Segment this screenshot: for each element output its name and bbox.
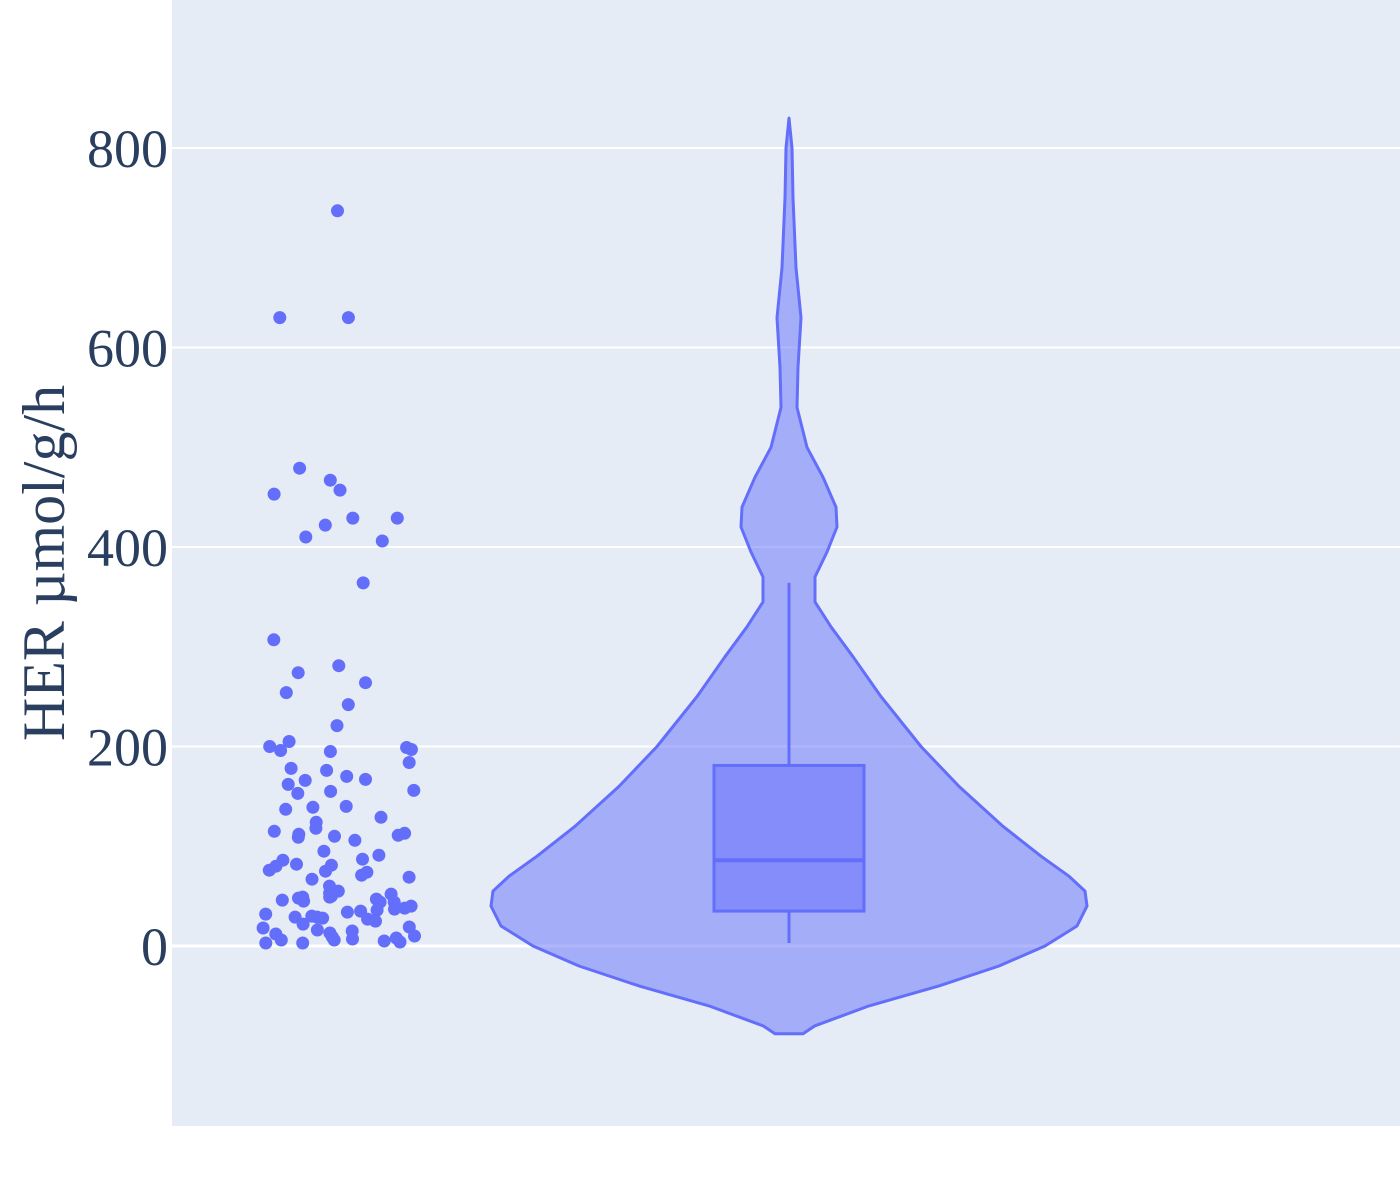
data-point-18 <box>341 698 355 712</box>
data-point-81 <box>259 907 273 921</box>
data-point-71 <box>275 893 289 907</box>
data-point-26 <box>402 756 416 769</box>
data-point-0 <box>331 204 344 218</box>
data-point-59 <box>355 868 369 882</box>
data-point-77 <box>388 902 401 916</box>
data-point-100 <box>274 933 288 947</box>
data-point-51 <box>356 852 369 866</box>
data-point-91 <box>310 923 324 937</box>
data-point-9 <box>318 518 332 532</box>
data-point-34 <box>324 784 338 798</box>
data-point-50 <box>372 848 386 862</box>
data-point-10 <box>299 530 313 544</box>
data-point-20 <box>282 735 296 748</box>
data-point-87 <box>369 914 382 928</box>
data-point-11 <box>375 534 389 548</box>
data-point-61 <box>305 872 319 886</box>
data-point-4 <box>323 473 337 487</box>
data-points <box>256 204 421 950</box>
data-point-80 <box>340 905 354 919</box>
data-point-29 <box>340 769 354 783</box>
iqr-box <box>712 763 866 913</box>
data-point-48 <box>348 833 362 847</box>
data-point-60 <box>402 870 416 884</box>
data-point-8 <box>346 511 360 525</box>
data-point-6 <box>267 487 281 501</box>
data-point-7 <box>390 511 404 525</box>
data-point-2 <box>273 311 287 325</box>
data-point-49 <box>317 844 331 858</box>
violin-series <box>489 116 1089 1036</box>
data-point-99 <box>327 933 341 947</box>
data-point-72 <box>297 894 311 908</box>
data-point-28 <box>320 763 334 777</box>
y-tick-labels: 0 200 400 600 800 <box>87 119 168 977</box>
data-point-47 <box>291 830 305 844</box>
data-point-53 <box>290 857 303 871</box>
data-point-46 <box>328 829 341 843</box>
data-point-36 <box>339 799 353 813</box>
data-point-25 <box>323 745 337 758</box>
data-point-13 <box>267 633 281 647</box>
data-point-85 <box>316 911 330 925</box>
data-point-27 <box>284 761 298 775</box>
data-point-32 <box>281 777 295 791</box>
data-point-19 <box>330 719 344 733</box>
data-point-78 <box>370 903 384 917</box>
data-point-42 <box>267 824 281 838</box>
data-point-95 <box>408 929 421 943</box>
data-point-23 <box>404 743 418 756</box>
data-point-30 <box>359 772 372 786</box>
violin-body <box>489 116 1089 1036</box>
data-point-88 <box>296 917 310 931</box>
data-point-1 <box>341 311 355 325</box>
y-tick-label-200: 200 <box>87 718 168 778</box>
data-point-3 <box>293 461 307 475</box>
data-point-104 <box>259 936 273 950</box>
data-point-17 <box>279 686 293 700</box>
data-point-98 <box>346 932 359 946</box>
data-point-103 <box>296 936 310 950</box>
data-point-15 <box>291 666 305 680</box>
data-point-102 <box>393 935 407 949</box>
data-point-90 <box>256 921 270 935</box>
data-point-67 <box>323 890 337 904</box>
data-point-12 <box>356 576 370 590</box>
data-point-33 <box>407 783 421 797</box>
data-point-24 <box>274 744 288 757</box>
data-point-31 <box>298 773 312 787</box>
data-point-5 <box>333 483 347 497</box>
data-point-41 <box>309 821 323 835</box>
data-point-57 <box>319 864 332 878</box>
data-point-35 <box>291 786 305 800</box>
y-tick-label-0: 0 <box>141 917 168 977</box>
data-point-101 <box>377 934 391 948</box>
data-point-14 <box>332 659 346 673</box>
data-point-37 <box>306 800 320 814</box>
data-point-39 <box>374 810 388 824</box>
data-point-56 <box>262 863 276 877</box>
data-point-21 <box>263 740 277 753</box>
data-point-38 <box>279 802 293 816</box>
data-point-45 <box>391 828 405 842</box>
y-tick-label-800: 800 <box>87 119 168 179</box>
y-axis-title: HER µmol/g/h <box>11 385 77 741</box>
data-point-16 <box>359 676 372 690</box>
y-tick-label-600: 600 <box>87 319 168 379</box>
data-point-76 <box>398 901 412 915</box>
y-tick-label-400: 400 <box>87 518 168 578</box>
